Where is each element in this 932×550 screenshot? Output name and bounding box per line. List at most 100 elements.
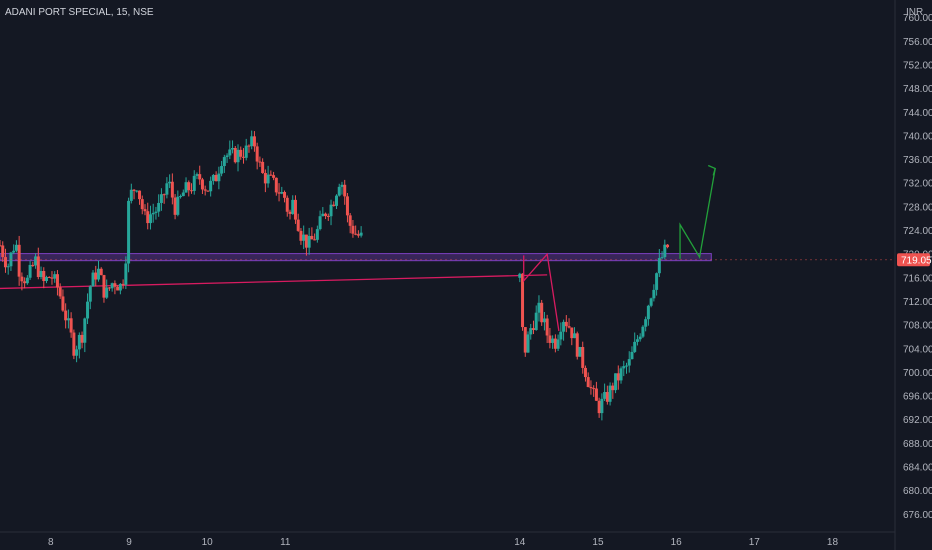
candle-down[interactable] bbox=[1, 245, 5, 258]
candle-up[interactable] bbox=[83, 318, 87, 343]
candle-down[interactable] bbox=[116, 286, 120, 291]
candle-up[interactable] bbox=[660, 257, 664, 259]
candle-down[interactable] bbox=[293, 199, 297, 220]
candle-up[interactable] bbox=[619, 368, 623, 381]
candle-up[interactable] bbox=[231, 147, 235, 150]
candle-up[interactable] bbox=[34, 256, 38, 266]
candle-up[interactable] bbox=[39, 271, 43, 278]
candle-down[interactable] bbox=[263, 173, 267, 184]
candle-down[interactable] bbox=[592, 388, 596, 390]
candle-up[interactable] bbox=[542, 318, 546, 323]
candle-up[interactable] bbox=[75, 349, 79, 356]
candle-up[interactable] bbox=[655, 273, 659, 290]
candle-up[interactable] bbox=[614, 373, 618, 391]
candle-up[interactable] bbox=[644, 319, 648, 327]
candle-down[interactable] bbox=[69, 318, 73, 333]
candle-up[interactable] bbox=[556, 339, 560, 349]
candle-up[interactable] bbox=[151, 212, 155, 215]
candle-down[interactable] bbox=[23, 281, 27, 284]
candle-up[interactable] bbox=[28, 264, 32, 278]
candle-down[interactable] bbox=[258, 161, 262, 163]
candle-up[interactable] bbox=[537, 302, 541, 313]
candle-up[interactable] bbox=[217, 173, 221, 182]
candle-up[interactable] bbox=[625, 365, 628, 367]
candle-up[interactable] bbox=[184, 182, 188, 193]
candle-up[interactable] bbox=[603, 392, 607, 399]
candle-up[interactable] bbox=[236, 149, 240, 163]
candle-down[interactable] bbox=[58, 287, 62, 297]
candle-up[interactable] bbox=[652, 289, 656, 299]
candle-down[interactable] bbox=[354, 233, 358, 235]
candle-up[interactable] bbox=[622, 366, 626, 369]
support-zone[interactable] bbox=[0, 253, 712, 262]
candle-up[interactable] bbox=[157, 202, 161, 212]
candle-down[interactable] bbox=[143, 209, 147, 212]
candle-down[interactable] bbox=[605, 392, 609, 402]
candle-down[interactable] bbox=[198, 174, 202, 180]
candle-down[interactable] bbox=[277, 192, 281, 194]
candle-up[interactable] bbox=[127, 200, 131, 264]
plot-area[interactable] bbox=[0, 130, 895, 421]
candle-up[interactable] bbox=[168, 181, 172, 184]
projection-down-path[interactable] bbox=[523, 252, 560, 332]
candle-down[interactable] bbox=[548, 335, 552, 343]
candle-up[interactable] bbox=[633, 341, 637, 352]
candle-up[interactable] bbox=[250, 136, 254, 147]
candle-down[interactable] bbox=[304, 234, 308, 248]
candle-up[interactable] bbox=[148, 214, 152, 224]
candle-down[interactable] bbox=[666, 244, 670, 248]
candle-down[interactable] bbox=[351, 225, 355, 234]
candle-up[interactable] bbox=[165, 183, 169, 195]
candle-down[interactable] bbox=[594, 388, 598, 401]
projection-up-path[interactable] bbox=[679, 168, 716, 259]
candle-down[interactable] bbox=[107, 287, 111, 289]
candle-up[interactable] bbox=[534, 312, 538, 330]
candle-down[interactable] bbox=[0, 245, 2, 247]
candle-up[interactable] bbox=[318, 216, 322, 230]
candle-up[interactable] bbox=[53, 274, 57, 279]
candle-up[interactable] bbox=[105, 287, 109, 298]
candle-down[interactable] bbox=[162, 194, 166, 196]
candle-up[interactable] bbox=[321, 213, 325, 217]
candle-down[interactable] bbox=[55, 274, 59, 288]
candle-up[interactable] bbox=[578, 347, 582, 357]
candle-up[interactable] bbox=[559, 331, 563, 340]
candle-down[interactable] bbox=[190, 190, 194, 192]
candle-down[interactable] bbox=[540, 302, 544, 323]
candle-down[interactable] bbox=[102, 275, 106, 298]
candle-down[interactable] bbox=[187, 182, 191, 191]
candle-down[interactable] bbox=[269, 174, 273, 176]
candle-down[interactable] bbox=[17, 244, 21, 277]
candle-up[interactable] bbox=[110, 283, 114, 289]
candle-up[interactable] bbox=[266, 174, 270, 184]
candle-up[interactable] bbox=[600, 398, 604, 414]
candle-down[interactable] bbox=[241, 156, 245, 158]
candle-up[interactable] bbox=[12, 250, 16, 253]
candle-down[interactable] bbox=[553, 338, 557, 349]
candle-down[interactable] bbox=[94, 272, 98, 280]
candle-up[interactable] bbox=[6, 266, 10, 268]
candle-down[interactable] bbox=[545, 318, 549, 336]
candle-up[interactable] bbox=[573, 333, 577, 339]
candle-down[interactable] bbox=[214, 174, 218, 182]
candle-up[interactable] bbox=[211, 174, 215, 181]
candle-up[interactable] bbox=[337, 186, 341, 196]
candle-down[interactable] bbox=[247, 145, 251, 147]
candle-up[interactable] bbox=[291, 199, 295, 214]
candle-up[interactable] bbox=[220, 166, 224, 174]
candle-up[interactable] bbox=[96, 268, 100, 280]
candle-down[interactable] bbox=[20, 276, 24, 282]
candle-up[interactable] bbox=[88, 286, 92, 302]
candle-down[interactable] bbox=[288, 211, 292, 214]
candle-down[interactable] bbox=[345, 196, 349, 216]
candle-up[interactable] bbox=[135, 190, 139, 192]
candle-up[interactable] bbox=[663, 244, 667, 258]
candle-up[interactable] bbox=[302, 234, 306, 241]
candle-down[interactable] bbox=[296, 219, 300, 231]
candle-up[interactable] bbox=[77, 334, 81, 350]
candle-down[interactable] bbox=[140, 199, 144, 210]
candle-up[interactable] bbox=[307, 235, 311, 248]
candle-up[interactable] bbox=[657, 258, 661, 274]
candle-down[interactable] bbox=[203, 189, 207, 191]
